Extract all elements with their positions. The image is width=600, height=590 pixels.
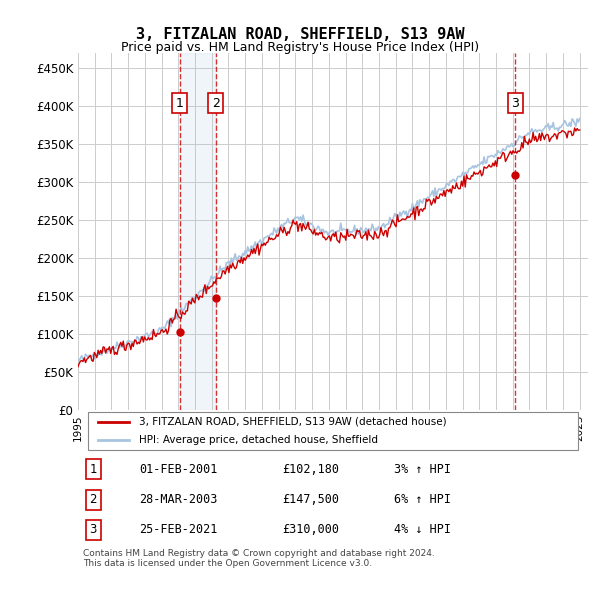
Text: 3, FITZALAN ROAD, SHEFFIELD, S13 9AW (detached house): 3, FITZALAN ROAD, SHEFFIELD, S13 9AW (de… — [139, 417, 447, 427]
Text: 3: 3 — [89, 523, 97, 536]
Bar — [179, 53, 216, 410]
Text: 2: 2 — [212, 97, 220, 110]
Text: 2: 2 — [89, 493, 97, 506]
Text: 28-MAR-2003: 28-MAR-2003 — [139, 493, 218, 506]
Text: £102,180: £102,180 — [282, 463, 339, 476]
Text: HPI: Average price, detached house, Sheffield: HPI: Average price, detached house, Shef… — [139, 435, 378, 445]
Text: 1: 1 — [176, 97, 184, 110]
Text: 01-FEB-2001: 01-FEB-2001 — [139, 463, 218, 476]
Text: Price paid vs. HM Land Registry's House Price Index (HPI): Price paid vs. HM Land Registry's House … — [121, 41, 479, 54]
Text: £147,500: £147,500 — [282, 493, 339, 506]
Text: 3: 3 — [511, 97, 519, 110]
Text: 6% ↑ HPI: 6% ↑ HPI — [394, 493, 451, 506]
Text: 25-FEB-2021: 25-FEB-2021 — [139, 523, 218, 536]
Text: 3, FITZALAN ROAD, SHEFFIELD, S13 9AW: 3, FITZALAN ROAD, SHEFFIELD, S13 9AW — [136, 27, 464, 41]
Text: 1: 1 — [89, 463, 97, 476]
Text: Contains HM Land Registry data © Crown copyright and database right 2024.
This d: Contains HM Land Registry data © Crown c… — [83, 549, 435, 568]
Text: 3% ↑ HPI: 3% ↑ HPI — [394, 463, 451, 476]
Text: 4% ↓ HPI: 4% ↓ HPI — [394, 523, 451, 536]
FancyBboxPatch shape — [88, 412, 578, 450]
Text: £310,000: £310,000 — [282, 523, 339, 536]
